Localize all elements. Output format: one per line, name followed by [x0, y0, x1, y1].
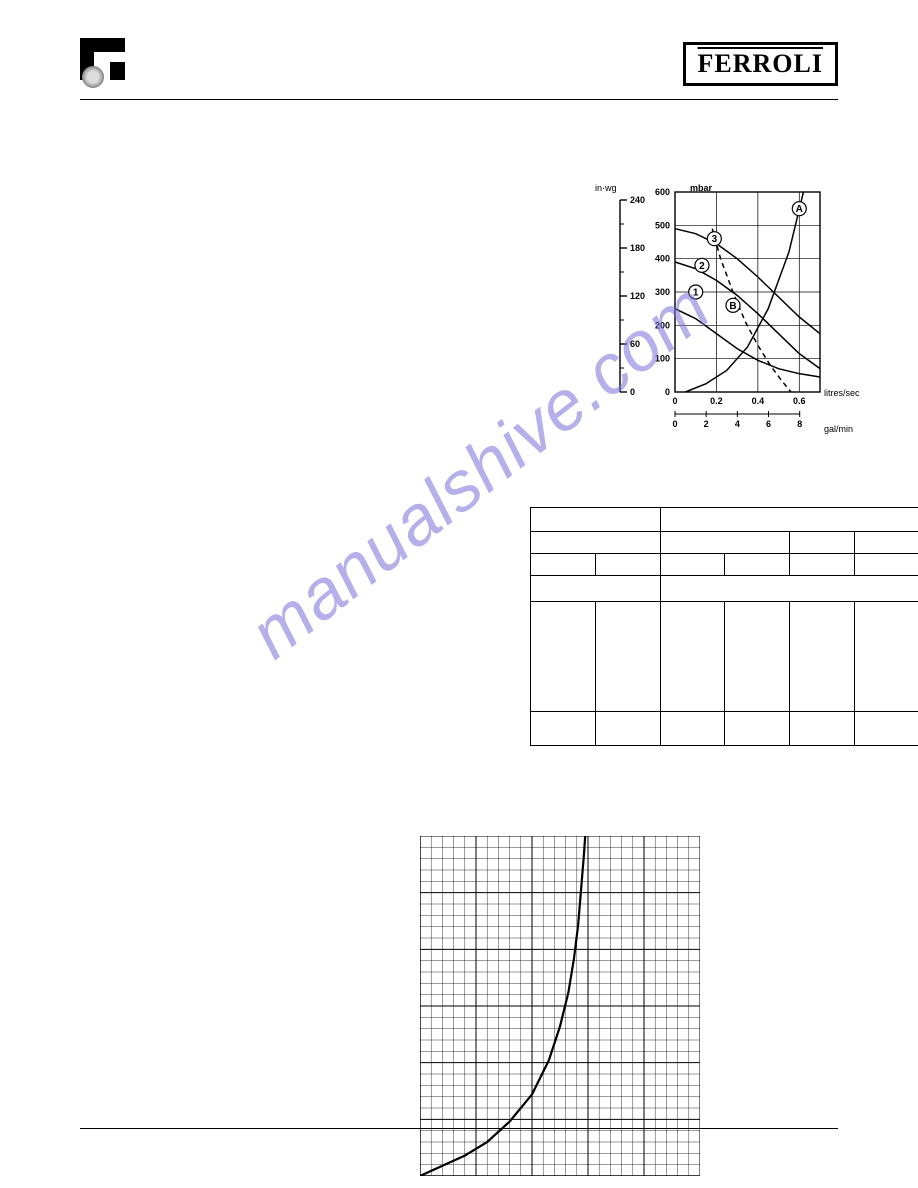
- svg-text:0.6: 0.6: [793, 396, 806, 406]
- svg-text:0: 0: [665, 387, 670, 397]
- svg-text:1: 1: [693, 288, 699, 299]
- pump-chart: mbar0100200300400500600in·wg060120180240…: [580, 182, 860, 462]
- logo-f: [80, 38, 135, 93]
- svg-text:4: 4: [735, 419, 740, 429]
- svg-text:2: 2: [704, 419, 709, 429]
- svg-text:200: 200: [655, 320, 670, 330]
- footer-rule: [80, 1128, 838, 1129]
- brand-logo: FERROLI: [683, 42, 838, 86]
- svg-text:2: 2: [699, 261, 705, 272]
- svg-text:6: 6: [766, 419, 771, 429]
- sun-icon: [82, 66, 104, 88]
- svg-text:100: 100: [655, 354, 670, 364]
- page-header: FERROLI: [80, 50, 838, 100]
- data-table: [530, 507, 918, 746]
- svg-text:300: 300: [655, 287, 670, 297]
- svg-text:60: 60: [630, 339, 640, 349]
- flow-chart: [420, 836, 700, 1176]
- svg-text:0: 0: [630, 387, 635, 397]
- svg-text:8: 8: [797, 419, 802, 429]
- svg-text:120: 120: [630, 291, 645, 301]
- svg-text:0: 0: [672, 396, 677, 406]
- svg-text:B: B: [729, 301, 736, 312]
- svg-text:mbar: mbar: [690, 183, 713, 193]
- svg-text:3: 3: [712, 234, 718, 245]
- svg-text:gal/min: gal/min: [824, 424, 853, 434]
- svg-text:A: A: [796, 204, 803, 215]
- svg-text:400: 400: [655, 254, 670, 264]
- svg-text:litres/sec: litres/sec: [824, 388, 860, 398]
- svg-text:500: 500: [655, 220, 670, 230]
- svg-text:0: 0: [672, 419, 677, 429]
- svg-text:in·wg: in·wg: [595, 183, 617, 193]
- svg-text:240: 240: [630, 195, 645, 205]
- svg-text:600: 600: [655, 187, 670, 197]
- svg-text:0.4: 0.4: [752, 396, 765, 406]
- svg-text:0.2: 0.2: [710, 396, 723, 406]
- svg-text:180: 180: [630, 243, 645, 253]
